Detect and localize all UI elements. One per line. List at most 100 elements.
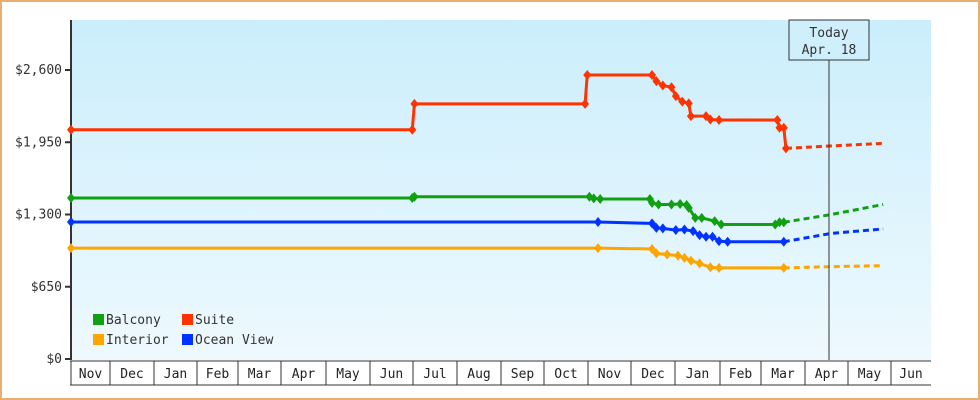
data-point-marker[interactable] <box>684 98 693 109</box>
data-point-marker[interactable] <box>408 124 417 135</box>
data-point-marker[interactable] <box>667 199 676 210</box>
legend-swatch <box>93 314 104 325</box>
x-tick-label: Feb <box>729 367 753 382</box>
data-point-marker[interactable] <box>715 262 723 273</box>
x-tick-label: Nov <box>598 367 622 382</box>
data-point-marker[interactable] <box>680 224 689 235</box>
data-point-marker[interactable] <box>680 252 689 263</box>
data-point-marker[interactable] <box>678 96 687 107</box>
data-point-marker[interactable] <box>648 70 657 81</box>
legend-swatch <box>182 314 193 325</box>
legend-swatch <box>182 334 193 345</box>
data-point-marker[interactable] <box>706 114 715 125</box>
data-point-marker[interactable] <box>581 98 590 109</box>
data-point-marker[interactable] <box>67 124 75 135</box>
data-point-marker[interactable] <box>673 250 682 261</box>
data-point-marker[interactable] <box>663 249 672 260</box>
data-point-marker[interactable] <box>652 76 661 87</box>
legend: Balcony Suite Interior Ocean View <box>93 313 273 348</box>
data-point-marker[interactable] <box>596 193 605 204</box>
data-point-marker[interactable] <box>715 115 723 126</box>
data-point-marker[interactable] <box>676 198 685 209</box>
x-tick-label: Feb <box>206 367 230 382</box>
x-axis: Nov Dec Jan Feb Mar Apr May Jun Jul Aug Sep Oct Nov D… <box>70 360 931 386</box>
data-point-marker[interactable] <box>410 191 419 202</box>
data-point-marker[interactable] <box>695 230 704 241</box>
x-tick-label: Apr <box>815 367 839 382</box>
data-point-marker[interactable] <box>781 143 790 154</box>
data-point-marker[interactable] <box>717 219 726 230</box>
data-point-marker[interactable] <box>689 226 698 237</box>
data-point-marker[interactable] <box>410 98 419 109</box>
plot-area <box>71 20 931 360</box>
data-point-marker[interactable] <box>686 111 695 122</box>
data-point-marker[interactable] <box>695 258 704 269</box>
data-point-marker[interactable] <box>594 217 603 228</box>
data-point-marker[interactable] <box>652 248 661 259</box>
data-point-marker[interactable] <box>67 243 75 254</box>
x-tick-label: Dec <box>641 367 664 382</box>
today-label: Today <box>809 26 848 41</box>
data-point-marker[interactable] <box>706 262 715 273</box>
data-point-marker[interactable] <box>697 212 706 223</box>
x-tick-label: Jan <box>686 367 709 382</box>
data-point-marker[interactable] <box>702 231 711 242</box>
data-point-marker[interactable] <box>779 262 788 273</box>
forecast-line <box>783 203 884 224</box>
data-point-marker[interactable] <box>779 236 788 247</box>
today-marker: Today Apr. 18 <box>788 19 870 360</box>
data-point-marker[interactable] <box>779 217 788 228</box>
data-point-marker[interactable] <box>671 225 680 236</box>
x-tick-label: Jun <box>380 367 403 382</box>
series-lines <box>67 70 884 273</box>
y-tick-label: $2,600 <box>15 63 62 78</box>
data-point-marker[interactable] <box>583 70 592 81</box>
legend-label[interactable]: Suite <box>195 313 234 328</box>
data-point-marker[interactable] <box>658 80 667 91</box>
data-point-marker[interactable] <box>589 193 598 204</box>
legend-label[interactable]: Interior <box>106 333 169 348</box>
x-tick-label: May <box>858 367 882 382</box>
data-point-marker[interactable] <box>710 216 719 227</box>
x-tick-label: Sep <box>511 367 535 382</box>
x-tick-label: Oct <box>554 367 577 382</box>
x-tick-label: Apr <box>292 367 316 382</box>
legend-swatch <box>93 334 104 345</box>
x-tick-label: Dec <box>120 367 143 382</box>
x-tick-label: Jan <box>164 367 187 382</box>
data-point-marker[interactable] <box>652 222 661 233</box>
data-point-marker[interactable] <box>723 236 732 247</box>
today-date: Apr. 18 <box>802 43 857 58</box>
data-point-marker[interactable] <box>779 122 788 133</box>
data-point-marker[interactable] <box>667 82 676 93</box>
data-point-marker[interactable] <box>708 231 717 242</box>
data-point-marker[interactable] <box>691 212 700 223</box>
legend-label[interactable]: Balcony <box>106 313 161 328</box>
legend-label[interactable]: Ocean View <box>195 333 273 348</box>
x-tick-label: Nov <box>79 367 103 382</box>
data-point-marker[interactable] <box>671 91 680 102</box>
y-tick-label: $650 <box>31 280 62 295</box>
data-point-marker[interactable] <box>594 243 603 254</box>
data-point-marker[interactable] <box>775 217 784 228</box>
data-point-marker[interactable] <box>715 236 723 247</box>
data-point-marker[interactable] <box>775 122 784 133</box>
data-point-marker[interactable] <box>648 197 657 208</box>
data-point-marker[interactable] <box>773 115 782 126</box>
data-point-marker[interactable] <box>654 199 663 210</box>
y-tick-label: $1,950 <box>15 135 62 150</box>
y-tick-label: $0 <box>46 352 62 367</box>
data-point-marker[interactable] <box>686 255 695 266</box>
x-tick-label: Aug <box>467 367 490 382</box>
forecast-line <box>783 227 884 244</box>
y-axis: $0 $650 $1,300 $1,950 $2,600 <box>15 20 72 367</box>
data-point-marker[interactable] <box>67 193 75 204</box>
data-point-marker[interactable] <box>658 223 667 234</box>
y-tick-label: $1,300 <box>15 208 62 223</box>
data-point-marker[interactable] <box>684 202 693 213</box>
x-tick-label: May <box>336 367 360 382</box>
x-tick-label: Mar <box>248 367 272 382</box>
data-point-marker[interactable] <box>67 217 75 228</box>
